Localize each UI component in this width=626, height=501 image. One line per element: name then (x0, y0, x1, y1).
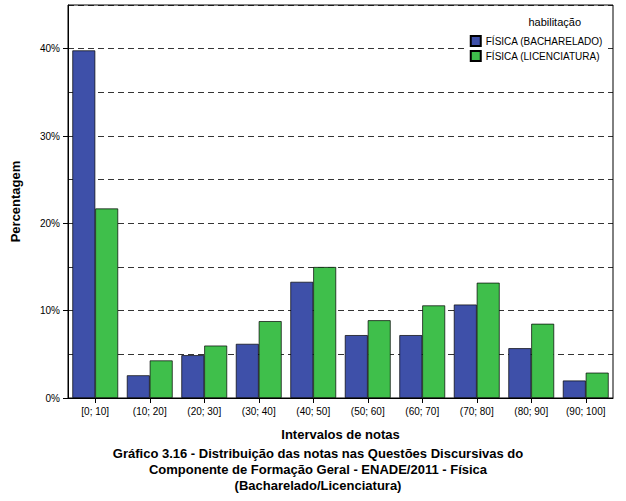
svg-text:Gráfico 3.16 - Distribuição da: Gráfico 3.16 - Distribuição das notas na… (113, 446, 523, 461)
svg-text:Percentagem: Percentagem (8, 161, 23, 243)
svg-text:0%: 0% (46, 393, 61, 404)
svg-text:[0; 10]: [0; 10] (81, 406, 109, 417)
svg-text:FÍSICA (LICENCIATURA): FÍSICA (LICENCIATURA) (486, 50, 600, 62)
svg-text:(10; 20]: (10; 20] (133, 406, 167, 417)
svg-text:(40; 50]: (40; 50] (296, 406, 330, 417)
svg-text:(90; 100]: (90; 100] (566, 406, 606, 417)
svg-text:(30; 40]: (30; 40] (242, 406, 276, 417)
svg-text:Componente de Formação Geral -: Componente de Formação Geral - ENADE/201… (149, 462, 488, 477)
svg-text:30%: 30% (40, 131, 60, 142)
svg-text:habilitação: habilitação (528, 16, 581, 28)
svg-text:10%: 10% (40, 305, 60, 316)
svg-text:20%: 20% (40, 218, 60, 229)
svg-text:40%: 40% (40, 43, 60, 54)
svg-text:FÍSICA (BACHARELADO): FÍSICA (BACHARELADO) (486, 35, 603, 47)
svg-text:Intervalos de notas: Intervalos de notas (281, 427, 399, 442)
svg-text:(80; 90]: (80; 90] (514, 406, 548, 417)
svg-text:(50; 60]: (50; 60] (351, 406, 385, 417)
svg-text:(20; 30]: (20; 30] (187, 406, 221, 417)
svg-text:(Bacharelado/Licenciatura): (Bacharelado/Licenciatura) (235, 478, 402, 493)
svg-text:(70; 80]: (70; 80] (460, 406, 494, 417)
svg-text:(60; 70]: (60; 70] (405, 406, 439, 417)
